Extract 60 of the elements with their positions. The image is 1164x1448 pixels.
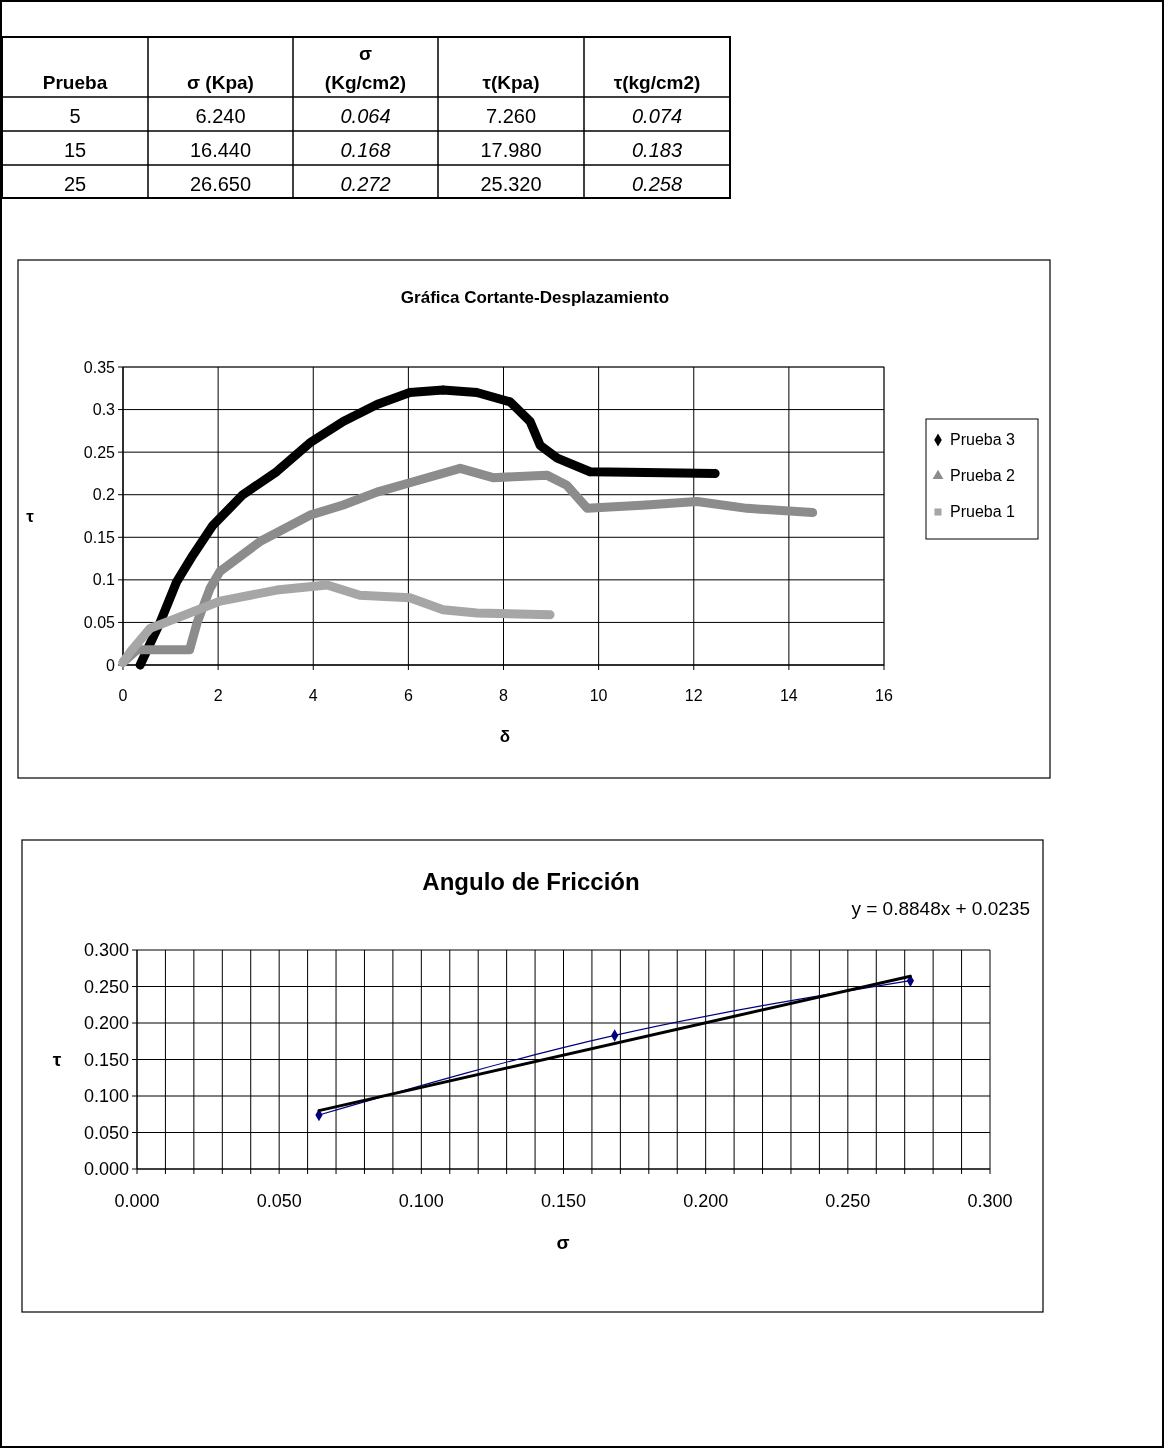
y-tick-label: 0.300 (83, 940, 129, 961)
x-tick-label: 2 (213, 687, 223, 704)
y-tick-label: 0.15 (83, 528, 116, 546)
category-label: τ(kg/cm2) (613, 72, 701, 93)
x-tick-label: 10 (589, 687, 608, 704)
text: 7.260 (485, 105, 537, 127)
text: 26.650 (189, 173, 252, 195)
y-tick-label: 0.25 (83, 443, 116, 461)
y-tick-label: 0.150 (83, 1049, 129, 1070)
x-tick-label: 0.000 (114, 1191, 160, 1211)
text: 25.320 (480, 173, 542, 195)
y-tick-label: 0.05 (83, 614, 116, 632)
y-tick-label: 0 (106, 656, 116, 674)
legend-label: Prueba 3 (950, 431, 1016, 448)
text: 0.074 (631, 105, 683, 127)
x-tick-label: 0.150 (540, 1191, 587, 1211)
category-label: σ (Kg/cm2) (324, 43, 407, 93)
y-tick-label: 0.35 (83, 358, 116, 376)
x-tick-label: 8 (499, 687, 509, 704)
x-tick-label: 0.100 (398, 1191, 444, 1211)
text: 0.183 (631, 139, 683, 161)
y-tick-label: 0.250 (83, 976, 129, 997)
x-tick-label: 16 (875, 687, 893, 704)
text: 16.440 (189, 139, 252, 161)
text: y = 0.8848x + 0.0235 (851, 898, 1030, 919)
x-axis-title: σ (556, 1232, 570, 1253)
x-tick-label: 0.300 (967, 1191, 1013, 1211)
legend-label: Prueba 2 (950, 467, 1016, 484)
text: 25 (63, 173, 87, 195)
y-tick-label: 0.2 (92, 486, 116, 504)
y-axis-title: τ (52, 1049, 62, 1070)
category-label: Prueba (42, 72, 108, 93)
text: 0.258 (631, 173, 683, 195)
x-tick-label: 14 (779, 687, 798, 704)
x-tick-label: 4 (308, 687, 318, 704)
x-tick-label: 0.250 (825, 1191, 871, 1211)
x-axis-title: δ (499, 727, 511, 746)
category-label: σ (Kpa) (187, 72, 254, 93)
text: 5 (69, 105, 81, 127)
y-tick-label: 0.000 (83, 1159, 129, 1180)
x-tick-label: 0.050 (256, 1191, 302, 1211)
text: 0.272 (340, 173, 391, 195)
y-tick-label: 0.200 (83, 1013, 129, 1034)
chart-title: Angulo de Fricción (422, 868, 640, 895)
y-tick-label: 0.100 (83, 1086, 129, 1107)
y-tick-label: 0.050 (83, 1122, 129, 1143)
y-axis-title: τ (26, 507, 35, 526)
text: 6.240 (195, 105, 246, 127)
text: 15 (63, 139, 87, 161)
chart-title: Gráfica Cortante-Desplazamiento (400, 288, 670, 307)
category-label: τ(Kpa) (482, 72, 540, 93)
text: 0.064 (340, 105, 391, 127)
x-tick-label: 0.200 (683, 1191, 729, 1211)
y-tick-label: 0.3 (92, 401, 116, 419)
x-tick-label: 12 (684, 687, 703, 704)
x-tick-label: 6 (403, 687, 413, 704)
legend-label: Prueba 1 (950, 503, 1016, 520)
text: 0.168 (340, 139, 391, 161)
text: 17.980 (480, 139, 542, 161)
y-tick-label: 0.1 (92, 571, 116, 589)
